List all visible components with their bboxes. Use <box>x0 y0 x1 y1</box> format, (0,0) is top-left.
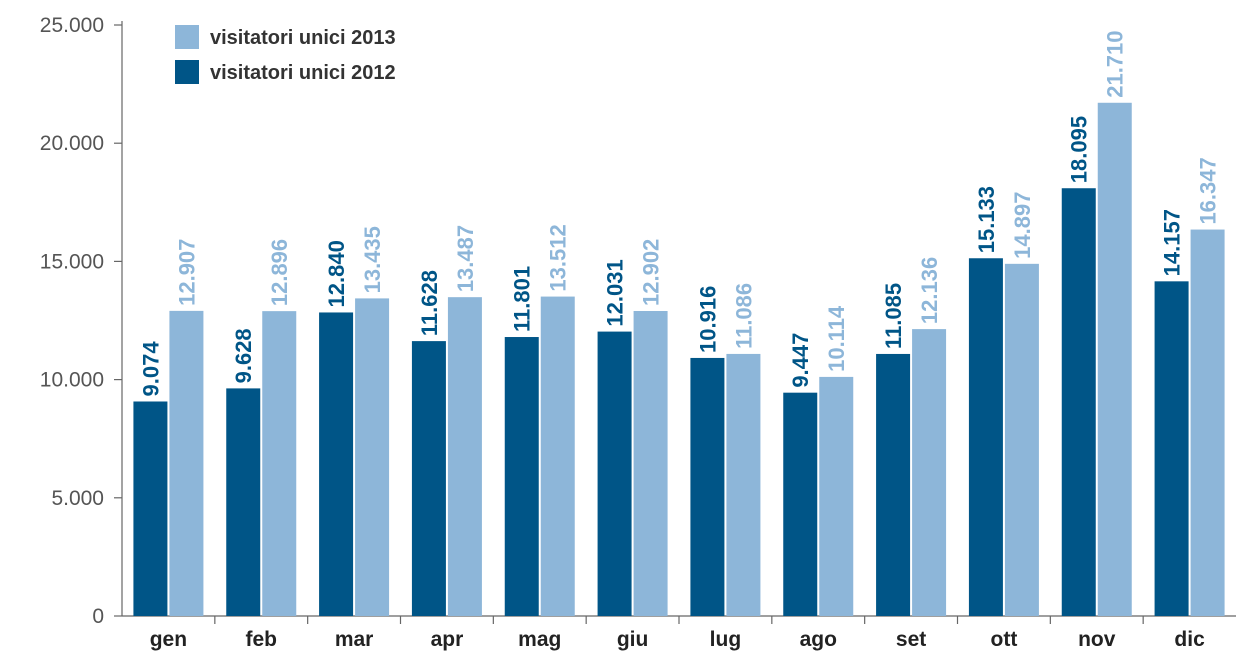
x-tick-label: ago <box>800 628 837 651</box>
data-label-2013: 14.897 <box>1010 192 1035 259</box>
bar-2012 <box>1154 281 1189 616</box>
axes: 0 5.000 10.000 15.000 20.000 25.000 gen feb mar a… <box>40 14 1236 651</box>
legend: visitatori unici 2013 visitatori unici 20… <box>175 25 396 84</box>
data-label-2013: 21.710 <box>1103 30 1128 97</box>
x-tick-label: set <box>896 628 926 651</box>
y-tick-label: 10.000 <box>40 369 104 392</box>
bar-2012 <box>133 401 168 616</box>
bar-2013 <box>355 298 390 616</box>
bar-2012 <box>690 357 725 616</box>
data-label-2012: 11.628 <box>417 270 442 336</box>
bar-2012 <box>876 353 911 616</box>
bar-2012 <box>968 258 1003 616</box>
y-tick-label: 5.000 <box>51 487 104 510</box>
data-label-2012: 9.628 <box>231 328 256 383</box>
x-tick-label: gen <box>150 628 187 651</box>
data-label-2013: 13.487 <box>453 225 478 292</box>
data-label-2013: 12.902 <box>639 239 664 306</box>
bar-2013 <box>169 310 204 616</box>
legend-swatch <box>175 25 199 49</box>
legend-label: visitatori unici 2013 <box>210 27 396 49</box>
x-tick-label: dic <box>1174 628 1205 651</box>
x-tick-label: giu <box>617 628 649 651</box>
data-labels: 9.074 12.907 9.628 12.896 12.840 13.435 11.628… <box>138 30 1220 396</box>
bars <box>133 102 1225 617</box>
data-label-2012: 14.157 <box>1160 209 1185 276</box>
data-label-2012: 12.031 <box>603 259 628 326</box>
bar-2013 <box>447 297 482 616</box>
data-label-2013: 12.907 <box>174 239 199 306</box>
x-tick-label: lug <box>710 628 742 651</box>
bar-2013 <box>726 353 761 616</box>
data-label-2013: 12.896 <box>267 239 292 306</box>
bar-2012 <box>411 341 446 616</box>
x-tick-label: feb <box>246 628 278 651</box>
y-tick-label: 20.000 <box>40 132 104 155</box>
bar-2012 <box>1061 188 1096 617</box>
data-label-2012: 18.095 <box>1067 116 1092 183</box>
data-label-2013: 13.512 <box>546 224 571 291</box>
bar-2013 <box>1004 263 1039 616</box>
data-label-2013: 10.114 <box>824 305 849 372</box>
x-tick-label: ott <box>991 628 1018 651</box>
bar-2013 <box>540 296 575 616</box>
data-label-2012: 15.133 <box>974 186 999 253</box>
x-tick-label: mag <box>518 628 561 651</box>
data-label-2012: 12.840 <box>324 240 349 307</box>
data-label-2012: 11.801 <box>510 266 535 332</box>
bar-2013 <box>1190 229 1225 616</box>
bar-2013 <box>262 311 297 616</box>
x-tick-label: apr <box>431 628 464 651</box>
data-label-2013: 11.086 <box>731 283 756 349</box>
bar-2013 <box>633 310 668 616</box>
y-tick-label: 25.000 <box>40 14 104 37</box>
bar-2012 <box>319 312 354 616</box>
data-label-2012: 9.447 <box>788 333 813 388</box>
y-tick-label: 0 <box>92 605 104 628</box>
data-label-2012: 9.074 <box>138 341 163 397</box>
bar-2012 <box>597 331 632 616</box>
data-label-2013: 13.435 <box>360 226 385 293</box>
bar-2013 <box>912 329 947 616</box>
legend-swatch <box>175 60 199 84</box>
x-tick-label: nov <box>1078 628 1116 651</box>
bar-2013 <box>819 376 854 616</box>
legend-label: visitatori unici 2012 <box>210 62 396 84</box>
bar-2012 <box>783 392 818 616</box>
data-label-2012: 10.916 <box>695 286 720 353</box>
y-tick-label: 15.000 <box>40 250 104 273</box>
x-tick-label: mar <box>335 628 374 651</box>
bar-2012 <box>504 337 539 616</box>
bar-2012 <box>226 388 261 616</box>
data-label-2013: 16.347 <box>1196 157 1221 224</box>
data-label-2012: 11.085 <box>881 283 906 349</box>
bar-2013 <box>1097 102 1132 617</box>
data-label-2013: 12.136 <box>917 257 942 324</box>
